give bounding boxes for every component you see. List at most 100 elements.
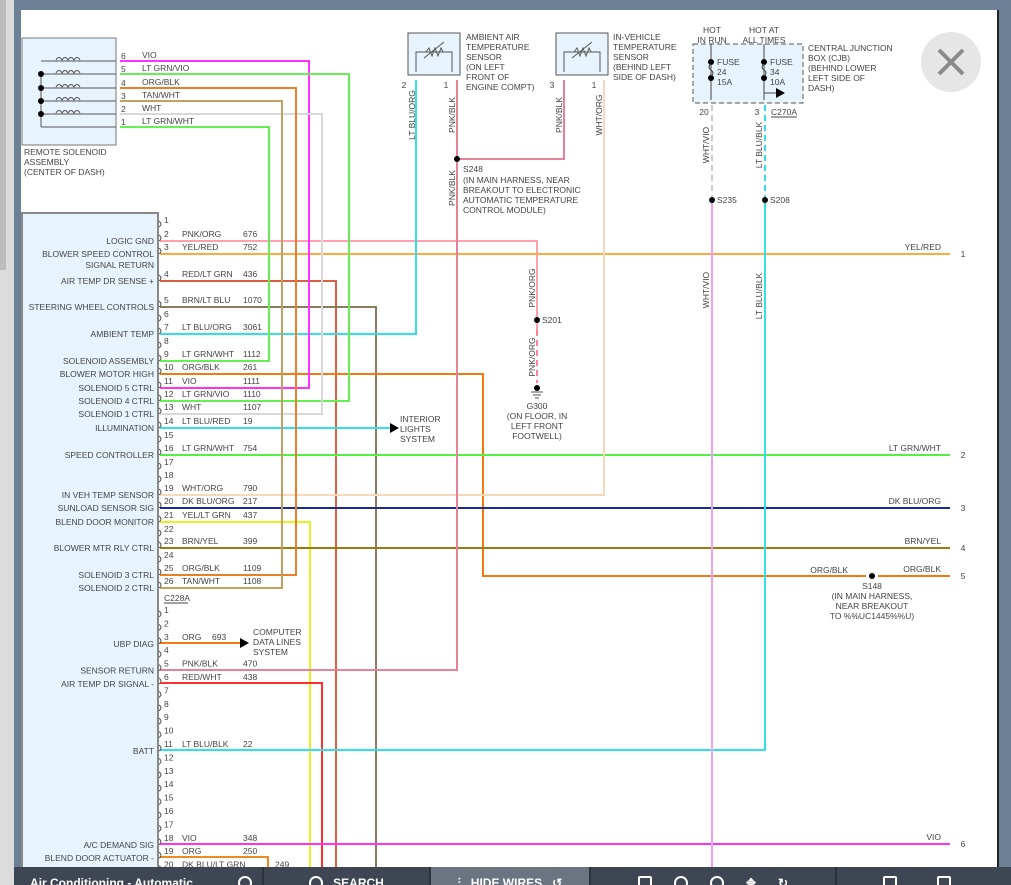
coil-icon	[55, 57, 81, 61]
pin-number: 2	[164, 229, 169, 239]
save-icon[interactable]	[937, 876, 951, 885]
pin-socket-icon	[158, 381, 162, 389]
fit-page-icon[interactable]	[637, 876, 652, 885]
pin-number: 10	[164, 726, 174, 736]
in-vehicle_sensor-label: IN-VEHICLE	[613, 32, 661, 42]
pin-socket-icon	[158, 448, 162, 456]
zoom-in-icon[interactable]	[709, 876, 724, 885]
pin-function-label: BLEND DOOR MONITOR	[55, 517, 154, 527]
pin-socket-icon	[158, 717, 162, 725]
pin-number: 26	[164, 576, 174, 586]
ground-icon	[531, 391, 543, 399]
rotate-icon[interactable]: ↻	[778, 876, 789, 885]
pin-function-label: SENSOR RETURN	[80, 666, 154, 676]
pin-socket-icon	[158, 731, 162, 738]
interior-lights-label: INTERIOR	[400, 414, 441, 424]
pin-number: 1	[444, 80, 449, 90]
vertical-wire-label: LT BLU/BLK	[754, 121, 764, 168]
branch-arrow-icon	[776, 88, 785, 98]
pin-socket-icon	[158, 407, 162, 415]
circuit-number: 249	[275, 860, 289, 870]
circuit-number: 752	[243, 242, 257, 252]
vertical-wire-label: WHT/VIO	[701, 126, 711, 163]
pin-number: 18	[164, 833, 174, 843]
circuit-number: 399	[243, 536, 257, 546]
wire-color-label: RED/WHT	[182, 672, 222, 682]
vertical-wire-label: PNK/ORG	[527, 268, 537, 307]
pin-socket-icon	[158, 462, 162, 470]
pin-number: 3	[164, 632, 169, 642]
pan-icon[interactable]: ✥	[745, 876, 756, 885]
pin-socket-icon	[158, 851, 162, 859]
pin-function-label: BLOWER MTR RLY CTRL	[54, 543, 155, 553]
pin-socket-icon	[158, 784, 162, 792]
pin-number: 6	[164, 672, 169, 682]
pin-number: 13	[164, 402, 174, 412]
wire-color-label: ORG/BLK	[903, 564, 941, 574]
wire-color-label: YEL/RED	[905, 242, 941, 252]
pin-socket-icon	[158, 771, 162, 779]
search-button[interactable]: SEARCH	[264, 867, 431, 885]
pin-socket-icon	[158, 811, 162, 819]
close-button[interactable]	[921, 32, 981, 92]
fuse-24-label: FUSE	[717, 57, 740, 67]
circuit-number: 693	[212, 632, 226, 642]
pin-number: 1	[121, 117, 126, 127]
fuse-34-label: 10A	[770, 77, 785, 87]
pin-socket-icon	[158, 300, 162, 308]
ambient-sensor-label: ENGINE COMPT)	[466, 82, 535, 92]
s235-dot	[709, 197, 715, 203]
junction-dot	[38, 71, 44, 77]
vertical-wire-label: PNK/BLK	[554, 97, 564, 133]
s248-description: AUTOMATIC TEMPERATURE	[463, 195, 578, 205]
pin-socket-icon	[158, 247, 162, 255]
pin-socket-icon	[158, 744, 162, 752]
circuit-number: 348	[243, 833, 257, 843]
scrollbar-thumb[interactable]	[0, 0, 6, 270]
fuse-terminal	[761, 59, 767, 65]
cjb-label: (BEHIND LOWER	[808, 63, 876, 73]
pin-number: 23	[164, 536, 174, 546]
wire-color-label: TAN/WHT	[182, 576, 220, 586]
pin-socket-icon	[158, 354, 162, 362]
pin-number: 20	[164, 860, 174, 870]
circuit-number: 19	[243, 416, 253, 426]
diagram-title-menu[interactable]: Air Conditioning - Automatic	[14, 867, 264, 885]
wire-color-label: LT GRN/VIO	[182, 389, 230, 399]
circuit-number: 217	[243, 496, 257, 506]
pin-socket-icon	[158, 314, 162, 322]
junction-dot	[38, 98, 44, 104]
zoom-out-icon[interactable]	[673, 876, 688, 885]
pin-number: 1	[592, 80, 597, 90]
pin-function-label: SIGNAL RETURN	[85, 260, 154, 270]
wire-color-label: LT GRN/VIO	[142, 63, 190, 73]
wire-color-label: DK BLU/ORG	[182, 496, 234, 506]
remote-solenoid-label: ASSEMBLY	[24, 157, 70, 167]
ambient-sensor-label: FRONT OF	[466, 72, 509, 82]
pin-socket-icon	[158, 421, 162, 429]
pin-function-label: SPEED CONTROLLER	[65, 450, 154, 460]
splice-name: S201	[542, 315, 562, 325]
circuit-number: 438	[243, 672, 257, 682]
computer-data-label: SYSTEM	[253, 647, 288, 657]
vertical-wire-label: LT BLU/BLK	[754, 272, 764, 319]
pin-number: 13	[164, 766, 174, 776]
wire-color-label: WHT	[182, 402, 201, 412]
print-icon[interactable]	[883, 876, 897, 885]
pin-socket-icon	[158, 825, 162, 832]
hide-wires-button[interactable]: ⫶ HIDE WIRES ↺	[431, 867, 591, 885]
coil-icon	[55, 84, 81, 88]
pin-number: 2	[121, 104, 126, 114]
view-tools: ✥ ↻	[591, 867, 837, 885]
s248-description: BREAKOUT TO ELECTRONIC	[463, 185, 581, 195]
wire-color-label: ORG/BLK	[182, 362, 220, 372]
pin-number: 6	[164, 309, 169, 319]
pin-number: 3	[121, 91, 126, 101]
pin-number: 6	[961, 839, 966, 849]
pin-number: 1	[164, 215, 169, 225]
computer-data-label: COMPUTER	[253, 627, 302, 637]
output-tools	[837, 867, 997, 885]
pin-socket-icon	[158, 327, 162, 335]
pin-number: 4	[164, 269, 169, 279]
pin-socket-icon	[158, 529, 162, 537]
